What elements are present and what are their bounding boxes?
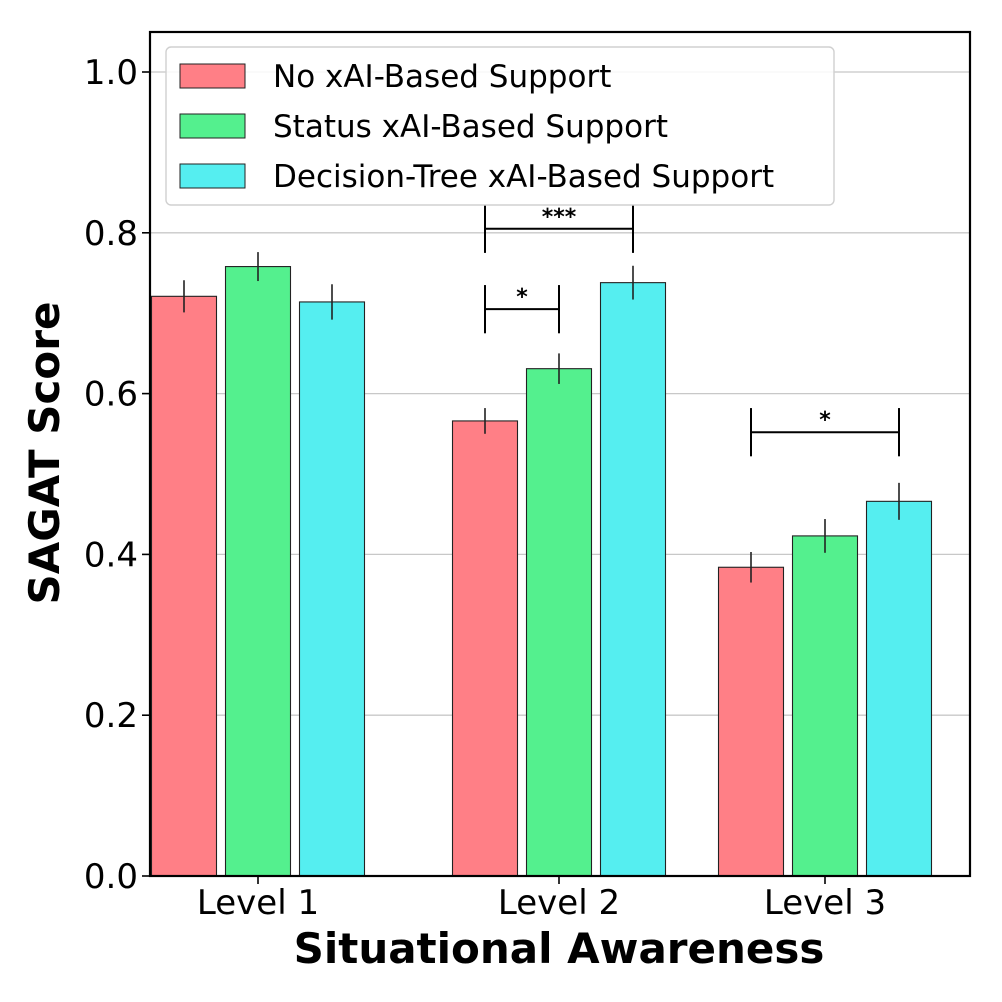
legend-swatch	[179, 113, 246, 139]
bar	[865, 500, 933, 877]
legend-swatch	[179, 63, 246, 89]
y-tick-label: 0.2	[84, 696, 138, 736]
legend: No xAI-Based Support Status xAI-Based Sup…	[165, 46, 835, 206]
x-tick-label: Level 1	[197, 883, 319, 923]
significance-label: *	[819, 408, 831, 433]
x-axis-title: Situational Awareness	[294, 924, 825, 973]
y-tick-label: 0.8	[84, 214, 138, 254]
x-axis: Level 1 Level 2 Level 3	[197, 876, 886, 923]
legend-label: Decision-Tree xAI-Based Support	[273, 159, 774, 195]
x-tick-label: Level 2	[498, 883, 620, 923]
bar	[717, 566, 785, 877]
x-tick-label: Level 3	[764, 883, 886, 923]
significance-brackets: *****	[484, 204, 900, 457]
legend-label: Status xAI-Based Support	[273, 109, 668, 145]
bar	[150, 295, 218, 877]
bar	[791, 535, 859, 877]
bar	[599, 282, 667, 877]
error-bars	[183, 252, 900, 583]
y-tick-label: 0.6	[84, 375, 138, 415]
bar	[525, 368, 593, 877]
bars	[150, 266, 933, 877]
y-tick-label: 0.4	[84, 535, 138, 575]
y-axis-title: SAGAT Score	[20, 302, 69, 605]
significance-label: ***	[542, 205, 577, 230]
y-tick-label: 1.0	[84, 53, 138, 93]
legend-box	[165, 46, 835, 206]
bar	[451, 420, 519, 877]
plot-frame	[148, 30, 972, 878]
bar	[298, 301, 366, 877]
y-tick-label: 0.0	[84, 857, 138, 897]
bar	[224, 266, 292, 877]
legend-swatch	[179, 163, 246, 189]
legend-label: No xAI-Based Support	[273, 59, 611, 95]
y-axis: 0.0 0.2 0.4 0.6 0.8 1.0	[84, 53, 150, 897]
significance-label: *	[516, 285, 528, 310]
